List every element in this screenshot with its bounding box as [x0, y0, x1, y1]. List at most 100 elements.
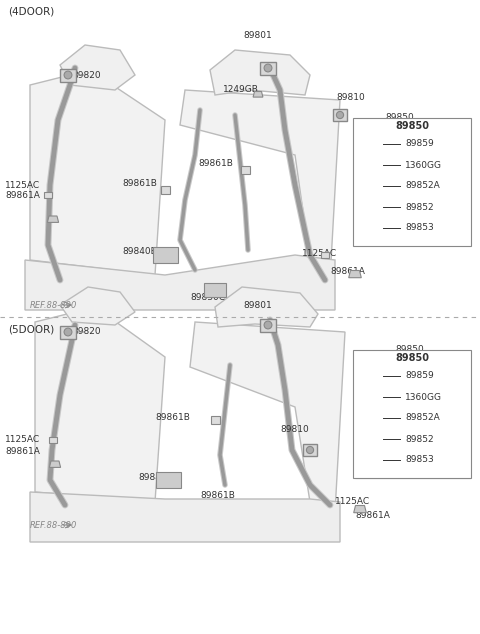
Bar — [321, 252, 329, 258]
Text: 89852: 89852 — [407, 200, 436, 209]
Polygon shape — [35, 307, 165, 502]
Polygon shape — [354, 505, 366, 513]
Text: 89810: 89810 — [280, 425, 309, 434]
Text: 89861A: 89861A — [355, 510, 390, 519]
Text: 89859: 89859 — [407, 375, 436, 384]
Ellipse shape — [369, 204, 377, 210]
Bar — [60, 325, 76, 339]
Text: 1360GG: 1360GG — [405, 392, 442, 401]
Circle shape — [264, 321, 272, 329]
Bar — [371, 375, 375, 377]
Polygon shape — [49, 461, 60, 467]
Text: 1125AC: 1125AC — [335, 498, 370, 507]
Circle shape — [264, 64, 272, 72]
Bar — [333, 109, 347, 121]
Polygon shape — [30, 70, 165, 275]
Ellipse shape — [375, 203, 379, 205]
Polygon shape — [48, 216, 59, 223]
Ellipse shape — [369, 226, 377, 230]
Text: 89820: 89820 — [72, 70, 101, 79]
Text: (4DOOR): (4DOOR) — [8, 7, 54, 17]
Bar — [375, 145, 379, 148]
Circle shape — [64, 328, 72, 336]
Bar — [153, 247, 178, 263]
Ellipse shape — [373, 221, 381, 225]
Polygon shape — [372, 416, 383, 421]
Bar — [240, 166, 250, 174]
Polygon shape — [253, 91, 263, 97]
Circle shape — [64, 71, 72, 79]
Text: 89852A: 89852A — [407, 181, 442, 190]
Polygon shape — [60, 45, 135, 90]
Bar — [260, 61, 276, 75]
Text: 89801: 89801 — [243, 32, 272, 41]
Text: 89852A: 89852A — [405, 413, 440, 422]
Text: 1360GG: 1360GG — [407, 162, 444, 171]
Text: 89861B: 89861B — [155, 413, 190, 422]
Polygon shape — [180, 90, 340, 280]
Ellipse shape — [371, 227, 375, 229]
Polygon shape — [210, 50, 310, 95]
Text: 89853: 89853 — [407, 451, 436, 460]
Text: REF.88-890: REF.88-890 — [30, 521, 77, 529]
Text: 1249GB: 1249GB — [223, 86, 259, 94]
Ellipse shape — [375, 417, 379, 420]
Text: 89820: 89820 — [72, 328, 101, 337]
Text: 89861A: 89861A — [5, 190, 40, 200]
Polygon shape — [30, 492, 340, 542]
Text: 89840B: 89840B — [138, 472, 173, 481]
Text: 89861B: 89861B — [198, 158, 233, 167]
Polygon shape — [367, 184, 379, 189]
Text: 89850: 89850 — [395, 353, 429, 363]
Text: 89830C: 89830C — [190, 294, 225, 302]
Bar — [375, 378, 379, 382]
Polygon shape — [215, 287, 318, 327]
Text: 89853: 89853 — [405, 455, 434, 465]
Bar — [353, 350, 471, 478]
Text: 89861A: 89861A — [330, 268, 365, 276]
Text: 89852: 89852 — [407, 432, 436, 441]
Ellipse shape — [373, 434, 381, 440]
Text: 89861A: 89861A — [5, 448, 40, 456]
Text: 89859: 89859 — [407, 143, 436, 152]
Text: 89861B: 89861B — [200, 491, 235, 500]
Text: 1360GG: 1360GG — [407, 394, 444, 403]
Text: 89853: 89853 — [407, 219, 436, 228]
Text: (5DOOR): (5DOOR) — [8, 325, 54, 335]
Bar — [160, 186, 169, 193]
Bar — [49, 437, 57, 443]
Ellipse shape — [369, 436, 377, 442]
Text: 89850: 89850 — [385, 113, 414, 122]
Text: 89850: 89850 — [396, 346, 424, 354]
Circle shape — [306, 446, 313, 453]
Ellipse shape — [369, 458, 377, 462]
Text: 89840B: 89840B — [122, 247, 157, 257]
Text: 89861B: 89861B — [122, 179, 157, 188]
Bar — [353, 118, 471, 246]
Text: 1125AC: 1125AC — [302, 249, 337, 257]
Text: 89859: 89859 — [405, 139, 434, 148]
Ellipse shape — [371, 185, 375, 188]
Ellipse shape — [375, 184, 379, 187]
Text: 89850: 89850 — [398, 361, 427, 370]
Text: 89850: 89850 — [395, 121, 429, 131]
Circle shape — [336, 112, 344, 119]
Ellipse shape — [374, 222, 380, 224]
Text: 89810: 89810 — [336, 93, 365, 103]
Ellipse shape — [370, 164, 376, 166]
Polygon shape — [60, 287, 135, 325]
Text: 1360GG: 1360GG — [405, 160, 442, 169]
Text: 89852: 89852 — [405, 434, 433, 444]
Bar — [204, 283, 226, 297]
Ellipse shape — [374, 398, 380, 400]
Polygon shape — [190, 322, 345, 512]
Text: 89853: 89853 — [405, 224, 434, 233]
Ellipse shape — [374, 165, 380, 167]
Bar — [355, 125, 470, 245]
Ellipse shape — [373, 454, 381, 458]
Bar — [303, 444, 317, 456]
Ellipse shape — [374, 455, 380, 457]
Text: 89852A: 89852A — [405, 181, 440, 190]
Polygon shape — [372, 183, 383, 188]
Ellipse shape — [370, 396, 376, 398]
